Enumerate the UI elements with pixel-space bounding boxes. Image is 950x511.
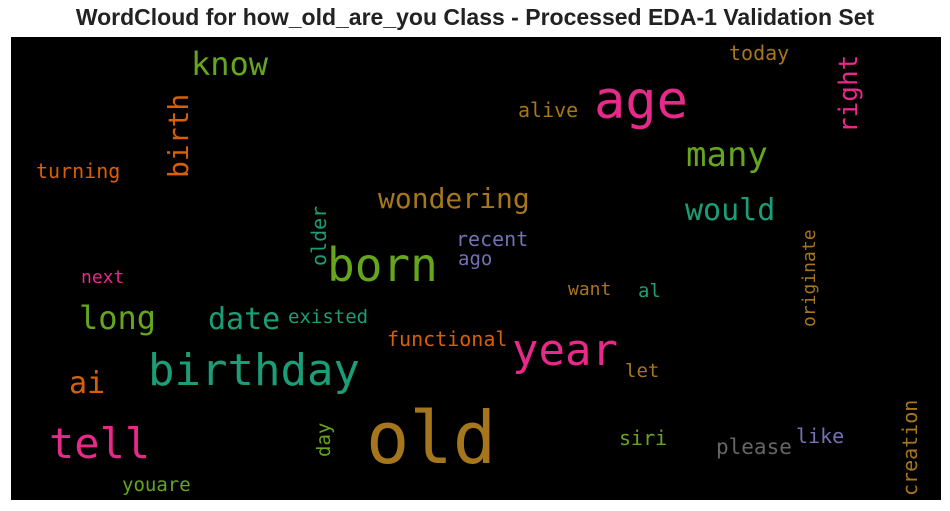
word-birthday: birthday: [148, 345, 360, 396]
chart-title: WordCloud for how_old_are_you Class - Pr…: [75, 4, 875, 30]
word-siri: siri: [619, 426, 668, 450]
word-youare: youare: [122, 474, 191, 496]
word-older: older: [307, 205, 331, 266]
word-recent: recent: [456, 227, 529, 251]
word-ai: ai: [69, 366, 106, 401]
word-many: many: [686, 135, 768, 175]
word-alive: alive: [518, 98, 579, 122]
word-long: long: [79, 299, 157, 337]
word-functional: functional: [387, 327, 508, 351]
word-existed: existed: [288, 306, 369, 328]
word-originate: originate: [799, 229, 820, 327]
word-please: please: [716, 435, 792, 459]
word-know: know: [191, 45, 269, 83]
word-al: al: [638, 280, 661, 302]
wordcloud-canvas: old age born birthday year tell many would know l…: [11, 37, 941, 500]
word-like: like: [796, 424, 845, 448]
word-creation: creation: [898, 399, 922, 496]
word-turning: turning: [36, 159, 121, 183]
word-old: old: [366, 396, 497, 480]
word-day: day: [313, 422, 335, 457]
word-next: next: [81, 267, 125, 288]
word-birth: birth: [162, 93, 195, 178]
word-date: date: [208, 302, 281, 337]
word-age: age: [594, 71, 688, 131]
word-wondering: wondering: [378, 182, 530, 215]
word-year: year: [512, 325, 618, 376]
word-born: born: [327, 238, 438, 292]
word-tell: tell: [49, 419, 151, 468]
word-would: would: [685, 193, 776, 228]
word-want: want: [568, 279, 612, 300]
word-today: today: [729, 41, 790, 65]
word-right: right: [834, 54, 864, 133]
word-let: let: [625, 360, 660, 382]
word-ago: ago: [458, 248, 493, 270]
